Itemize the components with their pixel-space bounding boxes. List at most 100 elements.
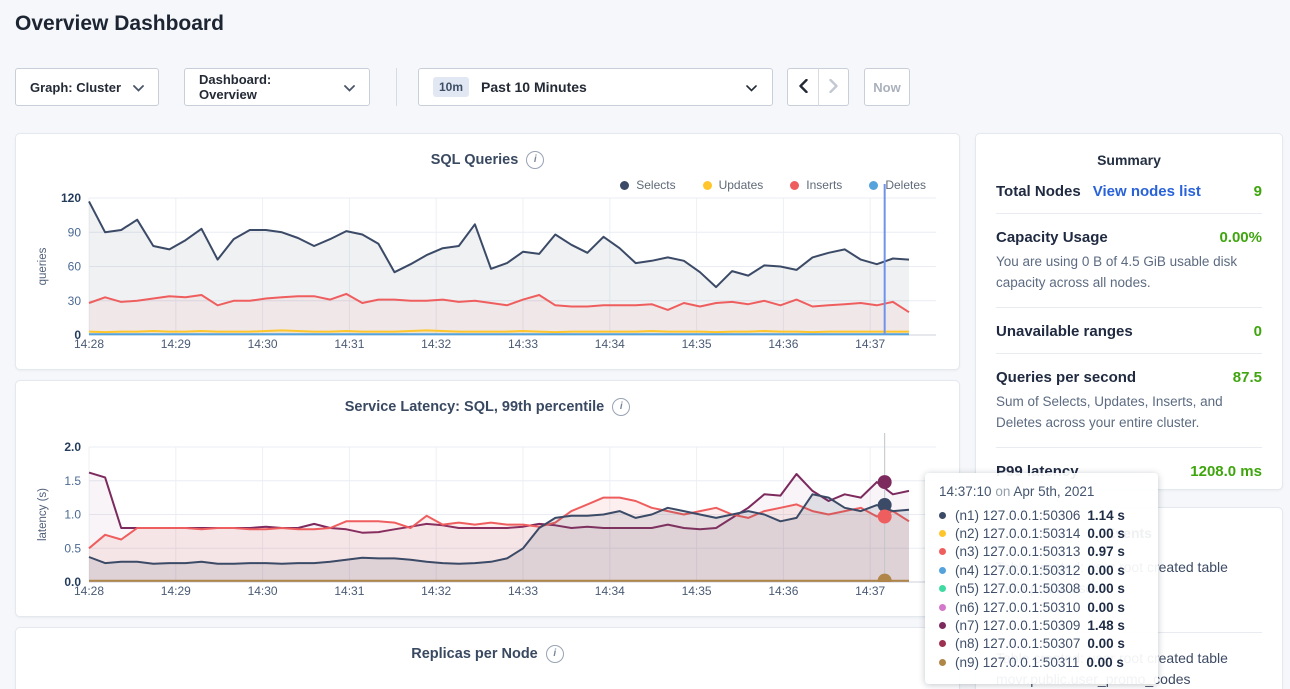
tooltip-node-value: 1.14 s bbox=[1087, 507, 1125, 523]
x-tick-label: 14:33 bbox=[508, 584, 538, 598]
legend-label: Inserts bbox=[806, 178, 843, 192]
series-color-dot bbox=[939, 566, 946, 574]
hover-point bbox=[877, 475, 892, 490]
time-nav-group bbox=[787, 68, 849, 106]
summary-label: Capacity Usage bbox=[996, 229, 1108, 246]
tooltip-node-label: (n8) 127.0.0.1:50307 bbox=[955, 636, 1081, 652]
dashboard-dropdown[interactable]: Dashboard: Overview bbox=[184, 68, 370, 106]
x-tick-label: 14:35 bbox=[682, 584, 712, 598]
series-color-dot bbox=[939, 622, 946, 630]
series-area bbox=[89, 497, 909, 582]
summary-label: Total Nodes bbox=[996, 183, 1081, 200]
tooltip-node-value: 0.00 s bbox=[1086, 654, 1124, 670]
x-tick-label: 14:29 bbox=[161, 584, 191, 598]
y-axis-label: queries bbox=[37, 247, 49, 285]
summary-value: 0.00% bbox=[1219, 229, 1262, 246]
tooltip-node-label: (n6) 127.0.0.1:50310 bbox=[955, 599, 1081, 615]
tooltip-node-value: 0.00 s bbox=[1087, 562, 1125, 578]
toolbar: Graph: Cluster Dashboard: Overview 10m P… bbox=[15, 68, 910, 106]
time-range-label: Past 10 Minutes bbox=[481, 79, 587, 95]
y-tick-label: 2.0 bbox=[64, 440, 81, 454]
tooltip-node-label: (n7) 127.0.0.1:50309 bbox=[955, 618, 1081, 634]
legend-item-updates[interactable]: Updates bbox=[702, 178, 764, 192]
chart-title-row: Service Latency: SQL, 99th percentile i bbox=[16, 398, 959, 416]
tooltip-timestamp: 14:37:10 on Apr 5th, 2021 bbox=[939, 484, 1095, 499]
series-area bbox=[89, 293, 909, 335]
chart-hover-tooltip: 14:37:10 on Apr 5th, 2021 (n1) 127.0.0.1… bbox=[925, 473, 1158, 684]
tooltip-node-value: 1.48 s bbox=[1087, 618, 1125, 634]
tooltip-row: (n2) 127.0.0.1:50314 0.00 s bbox=[939, 524, 1144, 542]
y-tick-label: 90 bbox=[68, 225, 82, 239]
y-tick-label: 1.5 bbox=[64, 474, 81, 488]
chevron-down-icon bbox=[746, 80, 757, 95]
tooltip-node-label: (n2) 127.0.0.1:50314 bbox=[955, 526, 1081, 542]
info-icon[interactable]: i bbox=[545, 645, 564, 663]
legend-label: Updates bbox=[718, 178, 764, 192]
tooltip-row: (n3) 127.0.0.1:50313 0.97 s bbox=[939, 543, 1144, 561]
tooltip-node-label: (n4) 127.0.0.1:50312 bbox=[955, 562, 1081, 578]
y-tick-label: 0.5 bbox=[64, 541, 81, 555]
summary-panel: Summary Total Nodes View nodes list 9 Ca… bbox=[975, 133, 1283, 490]
chart-legend: Selects Updates Inserts Deletes bbox=[620, 178, 926, 192]
tooltip-node-label: (n9) 127.0.0.1:50311 bbox=[955, 654, 1080, 670]
x-tick-label: 14:37 bbox=[855, 584, 885, 598]
tooltip-row: (n1) 127.0.0.1:50306 1.14 s bbox=[939, 506, 1144, 524]
legend-label: Selects bbox=[636, 178, 676, 192]
x-tick-label: 14:28 bbox=[74, 337, 104, 351]
chevron-right-icon bbox=[829, 78, 838, 96]
series-line bbox=[88, 493, 910, 565]
view-nodes-link[interactable]: View nodes list bbox=[1092, 183, 1201, 200]
summary-label: Queries per second bbox=[996, 368, 1137, 386]
tooltip-node-label: (n5) 127.0.0.1:50308 bbox=[955, 581, 1081, 597]
tooltip-node-value: 0.97 s bbox=[1087, 544, 1125, 560]
summary-row-total-nodes: Total Nodes View nodes list 9 bbox=[996, 168, 1262, 214]
tooltip-row: (n8) 127.0.0.1:50307 0.00 s bbox=[939, 635, 1144, 653]
x-tick-label: 14:33 bbox=[508, 337, 538, 351]
tooltip-row: (n6) 127.0.0.1:50310 0.00 s bbox=[939, 598, 1144, 616]
series-area bbox=[89, 201, 909, 335]
y-tick-label: 0.0 bbox=[64, 575, 81, 589]
time-range-badge: 10m bbox=[433, 77, 470, 97]
legend-color-dot bbox=[620, 180, 630, 190]
summary-row-unavailable-ranges: Unavailable ranges 0 bbox=[996, 308, 1262, 354]
tooltip-node-label: (n1) 127.0.0.1:50306 bbox=[955, 507, 1081, 523]
time-range-picker[interactable]: 10m Past 10 Minutes bbox=[418, 68, 773, 106]
graph-dropdown[interactable]: Graph: Cluster bbox=[15, 68, 159, 106]
info-icon[interactable]: i bbox=[612, 398, 631, 416]
legend-item-selects[interactable]: Selects bbox=[620, 178, 676, 192]
summary-value: 1208.0 ms bbox=[1190, 462, 1262, 480]
chevron-down-icon bbox=[133, 80, 144, 95]
series-color-dot bbox=[939, 603, 946, 611]
chart-title: SQL Queries bbox=[430, 152, 519, 168]
tooltip-row: (n7) 127.0.0.1:50309 1.48 s bbox=[939, 616, 1144, 634]
series-line bbox=[88, 292, 910, 314]
x-tick-label: 14:29 bbox=[161, 337, 191, 351]
legend-item-deletes[interactable]: Deletes bbox=[869, 178, 926, 192]
summary-value: 9 bbox=[1253, 183, 1262, 200]
legend-item-inserts[interactable]: Inserts bbox=[790, 178, 842, 192]
x-tick-label: 14:37 bbox=[855, 337, 885, 351]
next-time-button[interactable] bbox=[818, 68, 849, 106]
charts-column: SQL Queries i Selects Updates Inserts Delete… bbox=[15, 133, 960, 689]
chart-title: Service Latency: SQL, 99th percentile bbox=[344, 399, 605, 415]
x-tick-label: 14:31 bbox=[334, 584, 364, 598]
y-tick-label: 1.0 bbox=[64, 508, 81, 522]
series-line bbox=[88, 329, 909, 334]
x-tick-label: 14:35 bbox=[682, 337, 712, 351]
now-button[interactable]: Now bbox=[864, 68, 910, 106]
info-icon[interactable]: i bbox=[526, 151, 545, 169]
x-tick-label: 14:30 bbox=[248, 337, 278, 351]
series-area bbox=[89, 472, 909, 582]
hover-point bbox=[877, 509, 892, 524]
dashboard-dropdown-label: Dashboard: Overview bbox=[199, 72, 272, 102]
summary-label: Unavailable ranges bbox=[996, 322, 1133, 340]
y-tick-label: 60 bbox=[68, 260, 82, 274]
x-tick-label: 14:34 bbox=[595, 584, 625, 598]
service-latency-chart[interactable]: 14:28 14:29 14:30 14:31 14:32 14:33 14:34 14:35… bbox=[16, 381, 961, 618]
prev-time-button[interactable] bbox=[787, 68, 818, 106]
series-color-dot bbox=[939, 511, 946, 519]
summary-title: Summary bbox=[1097, 152, 1161, 168]
sql-queries-chart[interactable]: 14:28 14:29 14:30 14:31 14:32 14:33 14:34 14:35… bbox=[16, 134, 961, 371]
page-title: Overview Dashboard bbox=[15, 12, 224, 35]
